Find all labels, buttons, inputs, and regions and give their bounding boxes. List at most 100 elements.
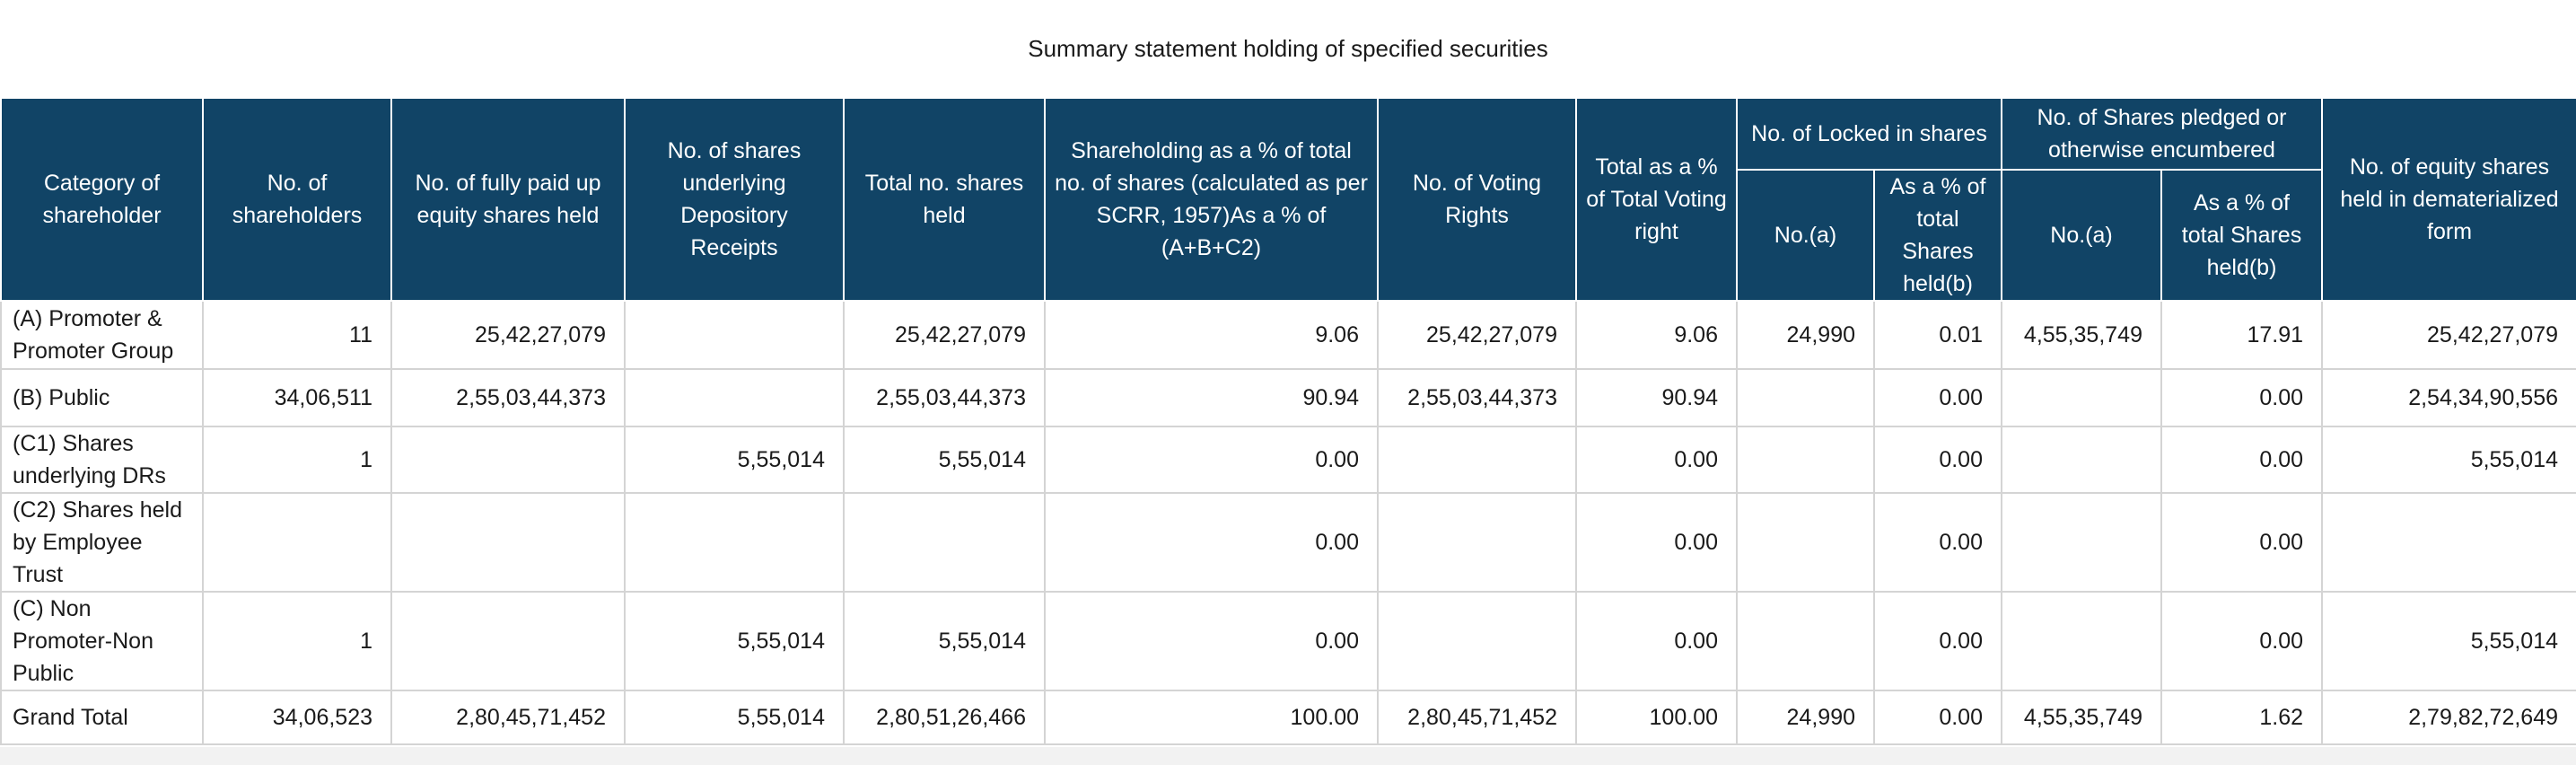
cell-depository [624,300,845,370]
cell-shareholding-pct: 0.00 [1044,591,1379,691]
cell-total-shares: 25,42,27,079 [843,300,1046,370]
cell-demat: 25,42,27,079 [2321,300,2576,370]
header-category: Category of shareholder [0,97,204,302]
cell-fully-paid [390,591,626,691]
cell-locked-pct: 0.01 [1873,300,2002,370]
cell-total-voting-pct: 0.00 [1575,426,1738,494]
cell-fully-paid [390,492,626,593]
cell-total-voting-pct: 100.00 [1575,690,1738,745]
cell-pledged-no: 4,55,35,749 [2001,300,2162,370]
cell-shareholding-pct: 0.00 [1044,492,1379,593]
cell-fully-paid [390,426,626,494]
cell-locked-no [1736,368,1875,427]
cell-demat: 2,54,34,90,556 [2321,368,2576,427]
page-title: Summary statement holding of specified s… [1028,35,1548,62]
cell-shareholding-pct: 9.06 [1044,300,1379,370]
cell-total-shares: 2,55,03,44,373 [843,368,1046,427]
cell-pledged-no [2001,426,2162,494]
cell-pledged-pct: 0.00 [2160,492,2324,593]
cell-num-shareholders [202,492,392,593]
cell-num-shareholders: 11 [202,300,392,370]
cell-depository: 5,55,014 [624,426,845,494]
cell-demat: 2,79,82,72,649 [2321,690,2576,745]
cell-category: (B) Public [0,368,204,427]
cell-total-shares [843,492,1046,593]
cell-num-shareholders: 34,06,511 [202,368,392,427]
cell-category: (C1) Shares underlying DRs [0,426,204,494]
cell-pledged-pct: 0.00 [2160,426,2324,494]
cell-locked-pct: 0.00 [1873,690,2002,745]
cell-category: Grand Total [0,690,204,745]
cell-total-voting-pct: 0.00 [1575,591,1738,691]
cell-shareholding-pct: 100.00 [1044,690,1379,745]
cell-depository: 5,55,014 [624,690,845,745]
table-row: (C1) Shares underlying DRs 1 5,55,014 5,… [0,426,2576,494]
header-depository-receipts: No. of shares underlying Depository Rece… [624,97,845,302]
cell-voting-rights [1377,492,1577,593]
cell-voting-rights [1377,591,1577,691]
header-shareholding-pct: Shareholding as a % of total no. of shar… [1044,97,1379,302]
header-fully-paid-shares: No. of fully paid up equity shares held [390,97,626,302]
cell-num-shareholders: 34,06,523 [202,690,392,745]
cell-pledged-no: 4,55,35,749 [2001,690,2162,745]
cell-voting-rights [1377,426,1577,494]
table-row: (C) Non Promoter-Non Public 1 5,55,014 5… [0,591,2576,691]
bottom-strip [0,747,2576,765]
table-row: (B) Public 34,06,511 2,55,03,44,373 2,55… [0,368,2576,427]
cell-demat: 5,55,014 [2321,591,2576,691]
cell-pledged-pct: 0.00 [2160,368,2324,427]
cell-locked-pct: 0.00 [1873,426,2002,494]
header-num-shareholders: No. of shareholders [202,97,392,302]
cell-pledged-pct: 1.62 [2160,690,2324,745]
table-row: (C2) Shares held by Employee Trust 0.00 … [0,492,2576,593]
cell-category: (A) Promoter & Promoter Group [0,300,204,370]
table-row-grand-total: Grand Total 34,06,523 2,80,45,71,452 5,5… [0,690,2576,745]
header-voting-rights: No. of Voting Rights [1377,97,1577,302]
table-row: (A) Promoter & Promoter Group 11 25,42,2… [0,300,2576,370]
header-pledged-no: No.(a) [2001,169,2162,302]
cell-locked-no [1736,591,1875,691]
cell-category: (C2) Shares held by Employee Trust [0,492,204,593]
header-pledged-shares-group: No. of Shares pledged or otherwise encum… [2000,97,2324,171]
cell-locked-pct: 0.00 [1873,368,2002,427]
table-header: Category of shareholder No. of sharehold… [0,97,2576,302]
header-demat-shares: No. of equity shares held in demateriali… [2321,97,2576,302]
cell-num-shareholders: 1 [202,591,392,691]
header-total-voting-pct: Total as a % of Total Voting right [1575,97,1738,302]
cell-depository [624,368,845,427]
cell-pledged-pct: 17.91 [2160,300,2324,370]
cell-locked-no [1736,426,1875,494]
cell-depository: 5,55,014 [624,591,845,691]
cell-pledged-no [2001,368,2162,427]
cell-total-shares: 5,55,014 [843,426,1046,494]
cell-demat [2321,492,2576,593]
cell-num-shareholders: 1 [202,426,392,494]
cell-total-voting-pct: 90.94 [1575,368,1738,427]
header-locked-no: No.(a) [1736,169,1875,302]
header-locked-shares-group: No. of Locked in shares [1736,97,2002,171]
header-total-shares: Total no. shares held [843,97,1046,302]
cell-total-voting-pct: 0.00 [1575,492,1738,593]
cell-locked-no [1736,492,1875,593]
cell-fully-paid: 2,80,45,71,452 [390,690,626,745]
header-pledged-pct: As a % of total Shares held(b) [2160,169,2324,302]
table-body: (A) Promoter & Promoter Group 11 25,42,2… [0,300,2576,745]
cell-total-voting-pct: 9.06 [1575,300,1738,370]
header-locked-pct: As a % of total Shares held(b) [1873,169,2002,302]
cell-fully-paid: 2,55,03,44,373 [390,368,626,427]
cell-locked-no: 24,990 [1736,300,1875,370]
cell-voting-rights: 25,42,27,079 [1377,300,1577,370]
cell-demat: 5,55,014 [2321,426,2576,494]
cell-category: (C) Non Promoter-Non Public [0,591,204,691]
cell-locked-pct: 0.00 [1873,591,2002,691]
cell-voting-rights: 2,55,03,44,373 [1377,368,1577,427]
cell-depository [624,492,845,593]
cell-locked-no: 24,990 [1736,690,1875,745]
shareholding-summary-table: Category of shareholder No. of sharehold… [0,97,2576,745]
cell-pledged-pct: 0.00 [2160,591,2324,691]
cell-locked-pct: 0.00 [1873,492,2002,593]
cell-voting-rights: 2,80,45,71,452 [1377,690,1577,745]
cell-shareholding-pct: 0.00 [1044,426,1379,494]
cell-shareholding-pct: 90.94 [1044,368,1379,427]
cell-pledged-no [2001,492,2162,593]
